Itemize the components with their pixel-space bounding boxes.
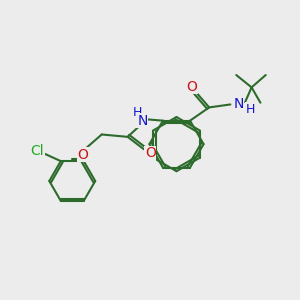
Text: H: H [246, 103, 255, 116]
Text: N: N [137, 114, 148, 128]
Text: O: O [78, 148, 88, 161]
Text: Cl: Cl [30, 144, 44, 158]
Text: H: H [133, 106, 142, 119]
Text: O: O [145, 146, 156, 160]
Text: O: O [186, 80, 197, 94]
Text: N: N [233, 97, 244, 111]
